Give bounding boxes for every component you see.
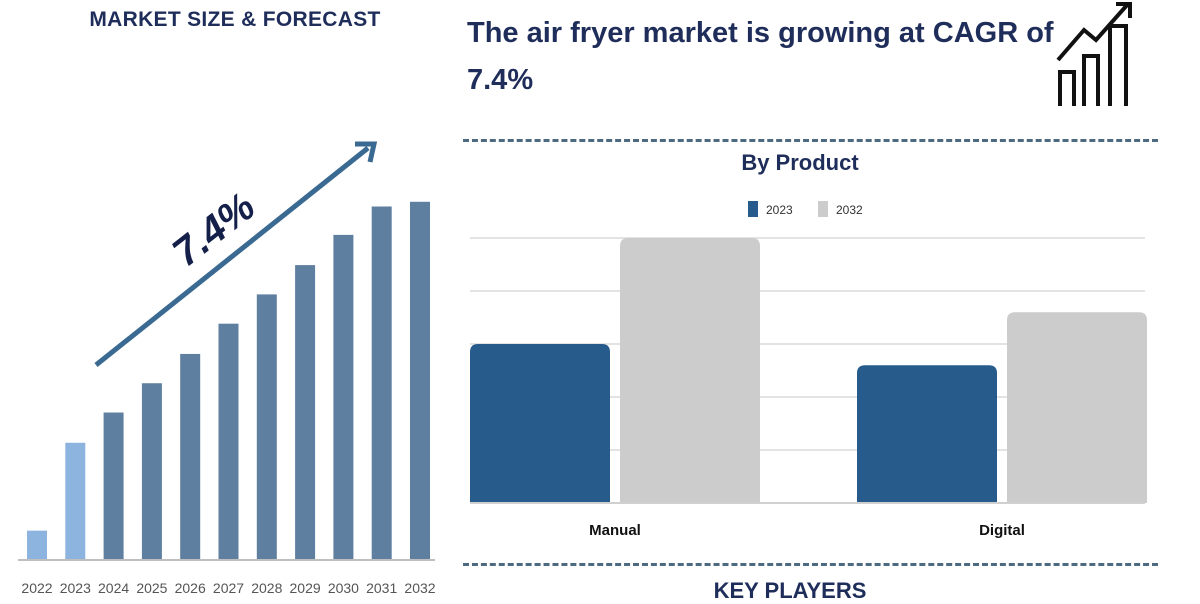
cagr-annotation: 7.4% bbox=[165, 184, 264, 275]
legend-label: 2023 bbox=[766, 203, 793, 217]
year-label: 2022 bbox=[21, 580, 52, 596]
bar-2032 bbox=[410, 201, 430, 560]
category-label: Digital bbox=[979, 522, 1025, 539]
growth-chart-arrow-icon bbox=[1056, 2, 1132, 106]
bar-2025 bbox=[141, 383, 162, 559]
bar-2030 bbox=[333, 234, 354, 560]
legend-label: 2032 bbox=[836, 203, 863, 217]
year-label: 2027 bbox=[213, 580, 244, 596]
category-label: Manual bbox=[589, 522, 641, 539]
bar-2029 bbox=[295, 265, 316, 559]
year-label: 2031 bbox=[366, 580, 397, 596]
bar-2031 bbox=[371, 206, 392, 559]
growth-arrow bbox=[94, 146, 370, 367]
year-label: 2025 bbox=[136, 580, 167, 596]
bar-2028 bbox=[256, 294, 277, 559]
year-label: 2030 bbox=[328, 580, 359, 596]
divider bbox=[463, 563, 1158, 566]
by-product-title: By Product bbox=[741, 150, 859, 175]
legend-swatch-2023 bbox=[748, 201, 758, 217]
year-label: 2026 bbox=[175, 580, 206, 596]
cagr-headline: The air fryer market is growing at CAGR … bbox=[467, 17, 1054, 96]
bar-2024 bbox=[103, 412, 124, 559]
bar-2027 bbox=[218, 323, 239, 559]
by-product-chart: Manual Digital 2023 2032 bbox=[470, 201, 1147, 539]
market-size-chart: 2022 2023 2024 2025 2026 2027 2028 2029 2030 2031… bbox=[18, 141, 436, 596]
bar-2026 bbox=[180, 353, 201, 559]
bar-manual-2023 bbox=[470, 344, 610, 503]
bar-digital-2032 bbox=[1007, 312, 1147, 503]
bar-digital-2023 bbox=[857, 365, 997, 503]
year-label: 2024 bbox=[98, 580, 129, 596]
year-label: 2029 bbox=[290, 580, 321, 596]
market-size-title: MARKET SIZE & FORECAST bbox=[89, 8, 381, 31]
bar-2022 bbox=[27, 530, 47, 559]
key-players-title: KEY PLAYERS bbox=[713, 578, 867, 603]
legend-swatch-2032 bbox=[818, 201, 828, 217]
growth-arrow-head bbox=[355, 141, 378, 163]
year-label: 2032 bbox=[404, 580, 435, 596]
year-label: 2028 bbox=[251, 580, 282, 596]
year-label: 2023 bbox=[60, 580, 91, 596]
divider bbox=[463, 139, 1158, 142]
bar-2023 bbox=[65, 442, 86, 559]
bar-manual-2032 bbox=[620, 238, 760, 503]
